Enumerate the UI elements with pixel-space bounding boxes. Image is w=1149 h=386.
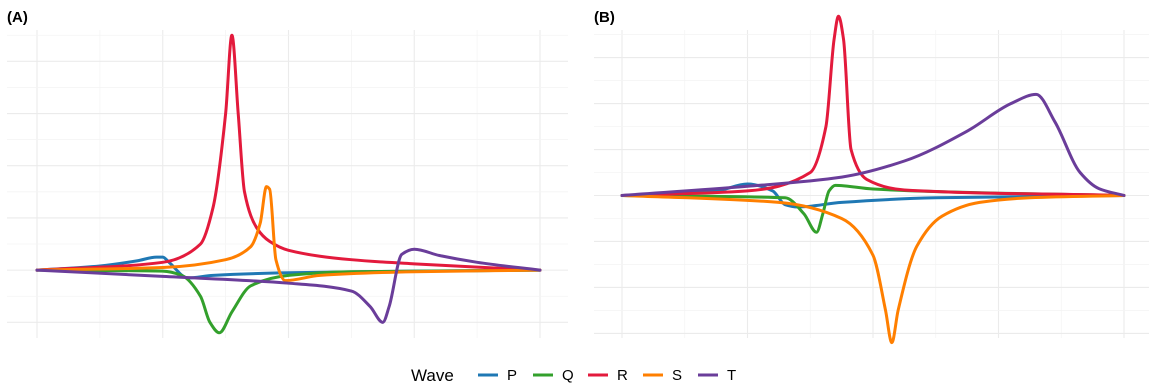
legend-label-s: S	[672, 367, 682, 384]
legend-item-t: T	[698, 367, 736, 384]
legend-item-r: R	[588, 367, 628, 384]
legend-label-q: Q	[562, 367, 574, 384]
legend-label-r: R	[617, 367, 628, 384]
series-line-r-panel-b	[620, 14, 1126, 197]
legend-items: P Q R S T	[478, 367, 736, 384]
panel-b: (B)	[594, 9, 1149, 345]
series-line-q-panel-a	[35, 268, 542, 335]
series-line-s-panel-b	[620, 193, 1126, 345]
panel-a-grid	[7, 30, 568, 338]
panel-b-grid	[594, 30, 1149, 338]
legend-label-t: T	[727, 367, 736, 384]
legend-item-s: S	[643, 367, 682, 384]
panel-a-label: (A)	[7, 9, 28, 26]
panel-b-label: (B)	[594, 9, 615, 26]
panel-b-lines	[620, 14, 1126, 345]
legend-item-q: Q	[533, 367, 574, 384]
panel-a: (A)	[7, 9, 568, 338]
legend-item-p: P	[478, 367, 517, 384]
legend: Wave P Q R S T	[411, 366, 736, 385]
series-line-t-panel-b	[620, 92, 1126, 197]
series-line-r-panel-a	[35, 33, 542, 272]
legend-title: Wave	[411, 366, 454, 385]
series-line-s-panel-a	[35, 185, 542, 283]
series-line-t-panel-a	[35, 247, 542, 324]
panel-a-lines	[35, 33, 542, 335]
legend-label-p: P	[507, 367, 517, 384]
